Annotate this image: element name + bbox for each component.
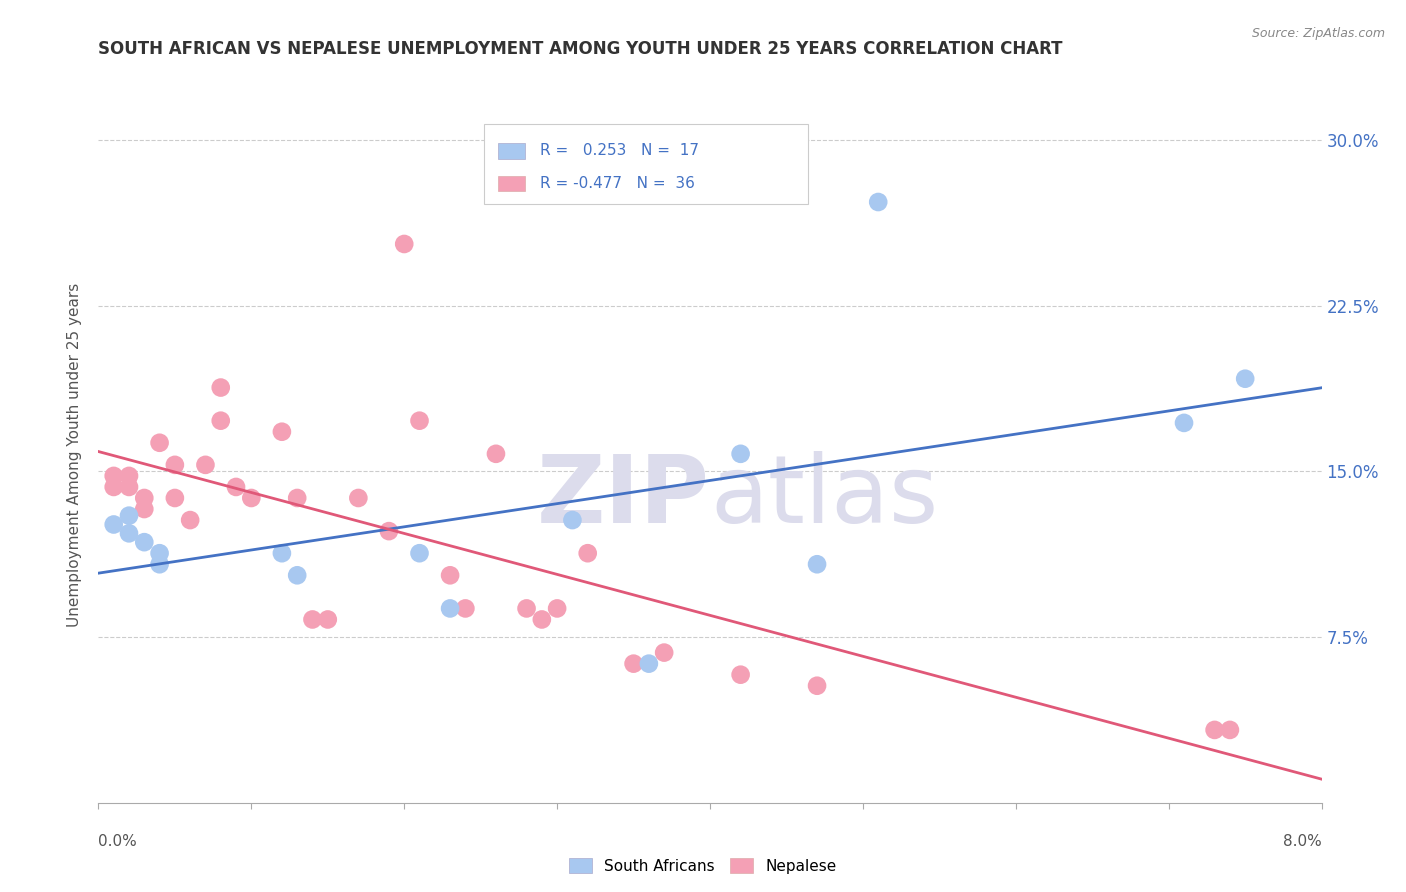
Point bbox=[179, 513, 201, 527]
Point bbox=[561, 513, 583, 527]
Legend: South Africans, Nepalese: South Africans, Nepalese bbox=[564, 852, 842, 880]
Point bbox=[806, 679, 828, 693]
Point bbox=[1173, 416, 1195, 430]
Point bbox=[134, 502, 156, 516]
Text: 8.0%: 8.0% bbox=[1282, 834, 1322, 849]
Point bbox=[730, 667, 752, 681]
Y-axis label: Unemployment Among Youth under 25 years: Unemployment Among Youth under 25 years bbox=[67, 283, 83, 627]
Point bbox=[485, 447, 508, 461]
Point bbox=[1219, 723, 1241, 737]
Point bbox=[623, 657, 645, 671]
Point bbox=[806, 558, 828, 572]
Text: R =   0.253   N =  17: R = 0.253 N = 17 bbox=[540, 144, 699, 159]
Point bbox=[103, 517, 125, 532]
Point bbox=[652, 646, 675, 660]
Point bbox=[270, 425, 294, 439]
Point bbox=[209, 414, 232, 428]
FancyBboxPatch shape bbox=[498, 176, 526, 191]
Point bbox=[347, 491, 370, 505]
Point bbox=[316, 612, 339, 626]
Point bbox=[285, 568, 308, 582]
Point bbox=[1234, 372, 1257, 386]
Point bbox=[637, 657, 661, 671]
Text: R = -0.477   N =  36: R = -0.477 N = 36 bbox=[540, 176, 695, 191]
Point bbox=[149, 435, 172, 450]
Point bbox=[516, 601, 538, 615]
Point bbox=[103, 469, 125, 483]
Point bbox=[408, 414, 430, 428]
Point bbox=[439, 601, 461, 615]
Point bbox=[546, 601, 568, 615]
FancyBboxPatch shape bbox=[498, 144, 526, 159]
Point bbox=[194, 458, 217, 472]
Point bbox=[285, 491, 308, 505]
Point bbox=[301, 612, 323, 626]
Point bbox=[149, 558, 172, 572]
Text: SOUTH AFRICAN VS NEPALESE UNEMPLOYMENT AMONG YOUTH UNDER 25 YEARS CORRELATION CH: SOUTH AFRICAN VS NEPALESE UNEMPLOYMENT A… bbox=[98, 40, 1063, 58]
Point bbox=[270, 546, 294, 560]
Point bbox=[118, 469, 141, 483]
Point bbox=[118, 526, 141, 541]
Point bbox=[530, 612, 553, 626]
Point bbox=[209, 380, 232, 394]
Point bbox=[118, 480, 141, 494]
Point bbox=[439, 568, 461, 582]
Point bbox=[103, 480, 125, 494]
Point bbox=[134, 535, 156, 549]
Point bbox=[163, 458, 186, 472]
Point bbox=[868, 194, 890, 209]
Point bbox=[408, 546, 430, 560]
Point bbox=[134, 491, 156, 505]
Point bbox=[576, 546, 599, 560]
Point bbox=[454, 601, 477, 615]
FancyBboxPatch shape bbox=[484, 124, 808, 204]
Point bbox=[392, 237, 416, 252]
Point bbox=[730, 447, 752, 461]
Point bbox=[378, 524, 401, 538]
Point bbox=[1204, 723, 1226, 737]
Point bbox=[225, 480, 247, 494]
Text: ZIP: ZIP bbox=[537, 450, 710, 542]
Text: Source: ZipAtlas.com: Source: ZipAtlas.com bbox=[1251, 27, 1385, 40]
Point bbox=[149, 546, 172, 560]
Point bbox=[163, 491, 186, 505]
Text: atlas: atlas bbox=[710, 450, 938, 542]
Text: 0.0%: 0.0% bbox=[98, 834, 138, 849]
Point bbox=[240, 491, 263, 505]
Point bbox=[118, 508, 141, 523]
